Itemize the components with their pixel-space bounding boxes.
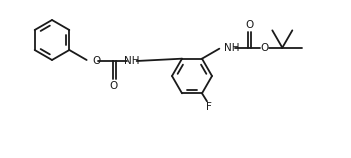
Text: O: O [93,56,101,66]
Text: NH: NH [124,56,139,66]
Text: NH: NH [224,43,240,53]
Text: O: O [110,81,118,91]
Text: O: O [245,20,253,30]
Text: F: F [206,102,212,112]
Text: O: O [260,43,269,53]
